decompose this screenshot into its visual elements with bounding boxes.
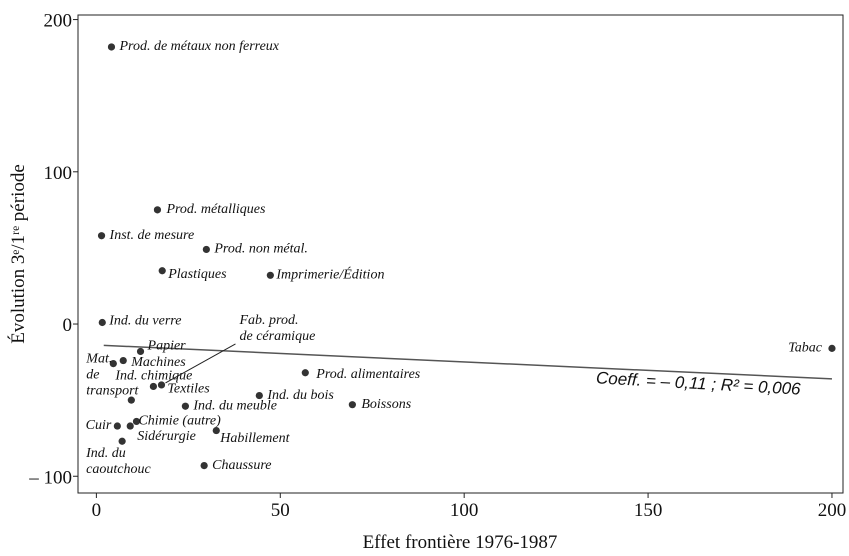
point-label: Inst. de mesure <box>109 228 195 243</box>
label-line: Fab. prod. <box>238 313 301 328</box>
point-label: Prod. non métal. <box>213 242 308 257</box>
point <box>97 232 106 240</box>
point <box>348 401 356 409</box>
label-line: Mat. <box>85 352 116 367</box>
point-label: Chimie (autre) <box>138 414 221 429</box>
label-line: de céramique <box>239 329 315 344</box>
x-tick-label: 100 <box>450 500 479 521</box>
point <box>157 381 166 389</box>
point <box>127 396 135 404</box>
label-line: transport <box>86 384 139 399</box>
point-label: Tabac <box>788 341 823 356</box>
point-label: Cuir <box>86 418 112 433</box>
point-label: Mat. de transport <box>85 352 139 399</box>
point-label: Papier <box>147 339 187 354</box>
point <box>153 206 162 214</box>
y-tick-label: 200 <box>44 11 73 32</box>
x-axis-label: Effet frontière 1976-1987 <box>363 532 558 553</box>
point <box>118 437 126 445</box>
point-label: Machines <box>130 355 186 370</box>
point <box>828 344 836 352</box>
point-label: Ind. du caoutchouc <box>85 446 151 477</box>
point <box>113 422 121 430</box>
point <box>200 461 208 470</box>
point-label: Fab. prod. de céramique <box>238 313 315 344</box>
x-tick-label: 50 <box>271 500 290 521</box>
point-label: Boissons <box>361 397 411 412</box>
point <box>202 245 210 254</box>
trend-line <box>103 344 833 380</box>
y-tick-label: 100 <box>44 163 73 184</box>
point-label: Imprimerie/Édition <box>275 266 384 283</box>
point-label: Prod. métalliques <box>165 202 266 217</box>
point-label: Habillement <box>219 431 290 446</box>
plot-frame <box>77 14 844 494</box>
label-line: de <box>86 368 103 383</box>
y-tick-label: 0 <box>63 315 73 336</box>
point-label: Prod. de métaux non ferreux <box>118 39 279 54</box>
point <box>212 426 220 435</box>
point <box>149 382 157 391</box>
point-label: Chaussure <box>212 458 271 473</box>
point-label: Ind. chimique <box>114 368 192 383</box>
x-tick-label: 150 <box>634 500 663 521</box>
label-line: Ind. du <box>85 446 129 461</box>
point-label: Plastiques <box>167 267 227 282</box>
point <box>255 391 263 400</box>
y-axis-label: Évolution 3ᵉ/1ʳᵉ période <box>7 164 29 344</box>
leader-line <box>165 343 236 384</box>
x-tick-label: 0 <box>92 500 102 521</box>
x-tick-label: 200 <box>818 500 847 521</box>
point <box>181 402 189 410</box>
point-label: Ind. du verre <box>108 314 181 329</box>
point <box>109 360 117 368</box>
point-label: Ind. du meuble <box>192 398 277 413</box>
point-label: Textiles <box>167 382 210 397</box>
point-label: Sidérurgie <box>137 429 196 444</box>
label-line: caoutchouc <box>86 462 151 477</box>
point <box>266 271 274 279</box>
point-label: Ind. du bois <box>266 388 334 403</box>
point <box>136 347 145 356</box>
point <box>126 422 134 430</box>
point <box>107 43 116 51</box>
point <box>98 318 106 327</box>
point-label: Prod. alimentaires <box>315 367 421 382</box>
point <box>301 369 309 377</box>
point <box>132 417 141 426</box>
point <box>158 267 166 275</box>
y-tick-label: – 100 <box>28 467 72 488</box>
point <box>119 356 127 365</box>
